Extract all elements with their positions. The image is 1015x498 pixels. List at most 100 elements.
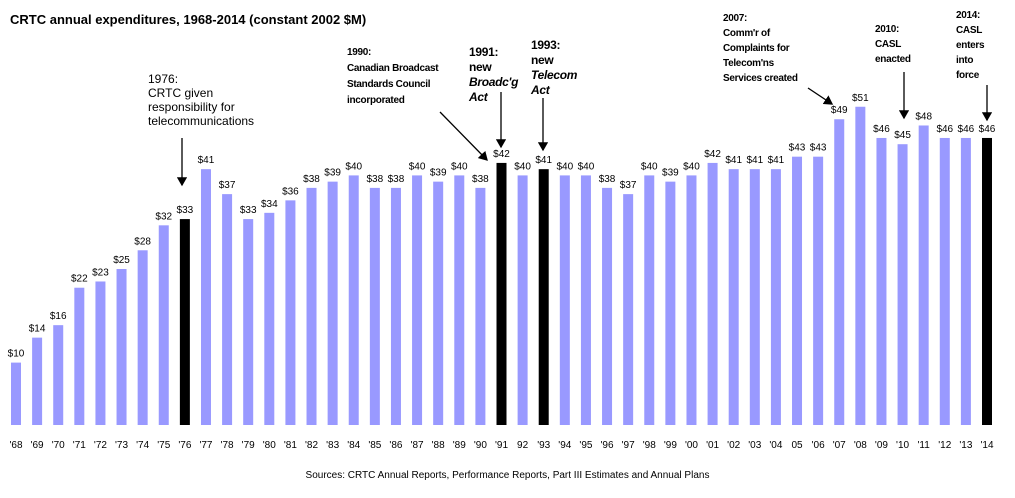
data-label: $36 [282,186,299,197]
x-tick-label: '83 [326,440,339,451]
data-label: $39 [324,168,341,179]
data-label: $37 [219,180,236,191]
data-label: $41 [198,155,215,166]
x-tick-label: '98 [643,440,656,451]
bar-11 [918,125,929,425]
data-label: $41 [535,155,552,166]
chart-title: CRTC annual expenditures, 1968-2014 (con… [10,12,367,27]
bar-10 [897,144,908,425]
annotation-1976: 1976: CRTC given responsibility for tele… [148,72,254,128]
annotation-text: 1990: [347,47,372,58]
x-tick-label: 92 [517,440,529,451]
bar-95 [580,175,591,425]
annotation-text: new [531,53,554,67]
data-label: $46 [958,124,975,135]
bar-88 [433,181,444,425]
x-tick-label: '73 [115,440,128,451]
data-label: $40 [409,161,426,172]
data-label: $41 [746,155,763,166]
x-tick-label: '91 [495,440,508,451]
annotation-text: Standards Council [347,79,431,90]
bar-84 [348,175,359,425]
annotation-text: Comm'r of [723,28,770,39]
annotation-text: 2007: [723,13,748,24]
bar-92 [517,175,528,425]
x-tick-label: '89 [453,440,466,451]
bar-78 [222,194,233,425]
data-label: $38 [388,174,405,185]
data-label: $25 [113,255,130,266]
annotation-text: CASL [956,25,983,36]
x-tick-label: '09 [875,440,888,451]
bar-76 [179,219,190,425]
bar-90 [475,187,486,425]
annotation-1990: 1990: Canadian Broadcast Standards Counc… [347,45,439,109]
data-label: $42 [704,149,721,160]
data-label: $40 [451,161,468,172]
bar-14 [982,137,992,425]
x-tick-label: '81 [284,440,297,451]
x-tick-label: '99 [664,440,677,451]
data-label: $38 [367,174,384,185]
data-label: $41 [725,155,742,166]
x-tick-label: '78 [221,440,234,451]
data-label: $22 [71,274,88,285]
x-tick-label: '07 [833,440,846,451]
x-tick-label: '68 [9,440,22,451]
annotation-text: Services created [723,73,798,84]
data-label: $38 [472,174,489,185]
annotation-text: Telecom [531,68,578,82]
x-tick-label: '97 [622,440,635,451]
annotation-2007: 2007: Comm'r of Complaints for Telecom'n… [723,11,798,86]
bar-74 [137,250,148,425]
data-label: $40 [683,161,700,172]
annotation-text: enacted [875,54,911,65]
annotation-arrow [439,111,488,161]
x-tick-label: '79 [242,440,255,451]
x-tick-label: '72 [94,440,107,451]
bar-05 [792,156,803,425]
bar-04 [770,169,781,425]
data-label: $48 [915,111,932,122]
data-label: $43 [810,143,827,154]
x-tick-label: '93 [537,440,550,451]
bar-71 [74,287,85,425]
annotation-text: Complaints for [723,43,790,54]
bar-70 [53,325,64,425]
data-label: $33 [177,205,194,216]
x-tick-label: '03 [748,440,761,451]
x-tick-label: '95 [579,440,592,451]
x-tick-label: 05 [791,440,803,451]
data-label: $38 [303,174,320,185]
annotation-text: 1991: [469,45,499,59]
annotation-1993: 1993: new Telecom Act [531,38,577,98]
bar-83 [327,181,338,425]
bar-79 [243,219,254,425]
x-tick-label: '85 [368,440,381,451]
data-label: $39 [430,168,447,179]
bar-01 [707,162,718,426]
data-label: $33 [240,205,257,216]
bar-99 [665,181,676,425]
annotation-text: Telecom'ns [723,58,774,69]
x-tick-label: '06 [812,440,825,451]
source-note: Sources: CRTC Annual Reports, Performanc… [305,470,710,481]
data-label: $40 [345,161,362,172]
bar-82 [306,187,317,425]
bar-09 [876,137,887,425]
bar-69 [32,337,43,425]
x-tick-label: '12 [938,440,951,451]
data-label: $46 [979,124,996,135]
data-label: $39 [662,168,679,179]
bar-00 [686,175,697,425]
x-tick-label: '70 [52,440,65,451]
data-label: $28 [134,236,151,247]
annotation-text: force [956,70,979,81]
annotation-text: responsibility for [148,100,235,114]
bar-85 [369,187,380,425]
bar-97 [623,194,634,425]
x-tick-label: '87 [411,440,424,451]
data-label: $16 [50,311,67,322]
bar-80 [264,212,275,425]
